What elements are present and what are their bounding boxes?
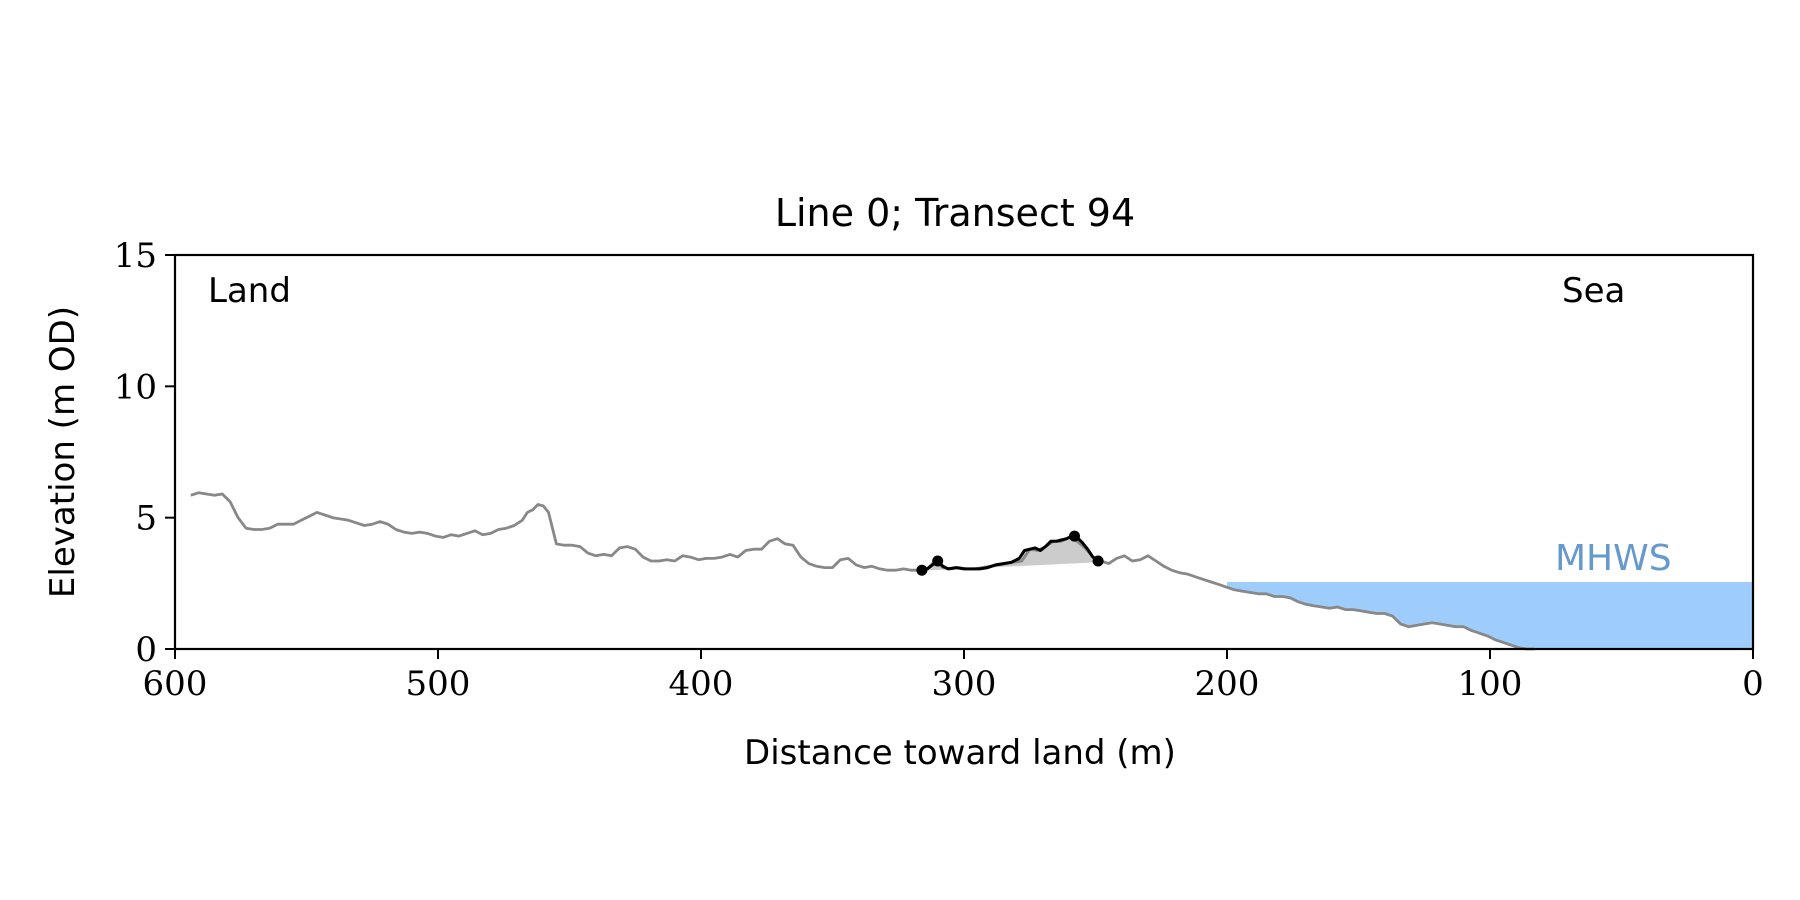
highlight-marker [932,555,944,567]
x-tick-label: 100 [1458,664,1523,704]
y-axis-label: Elevation (m OD) [43,306,83,598]
highlight-marker [1092,555,1104,567]
chart-title: Line 0; Transect 94 [775,191,1135,235]
feature-shaded-area [921,536,1099,571]
land-label: Land [208,271,291,311]
x-tick-label: 200 [1195,664,1260,704]
plot-area [173,253,1755,651]
y-tick-label: 15 [114,236,157,276]
highlight-marker [916,564,928,576]
profile-line [190,491,1535,651]
x-tick-label: 600 [143,664,208,704]
sea-label: Sea [1562,271,1625,311]
y-tick-label: 10 [114,367,157,407]
mhws-water-area [1227,582,1753,649]
x-tick-label: 500 [406,664,471,704]
x-tick-label: 0 [1742,664,1764,704]
y-tick-label: 5 [135,499,157,539]
x-axis-label: Distance toward land (m) [744,733,1176,773]
x-tick-label: 300 [932,664,997,704]
highlight-markers [916,530,1104,576]
highlight-marker [1069,530,1080,542]
x-axis: 600 500 400 300 200 100 0 [143,649,1764,704]
y-tick-label: 0 [135,630,157,670]
mhws-label: MHWS [1555,538,1672,579]
x-tick-label: 400 [669,664,734,704]
y-axis: 0 5 10 15 [114,236,175,670]
